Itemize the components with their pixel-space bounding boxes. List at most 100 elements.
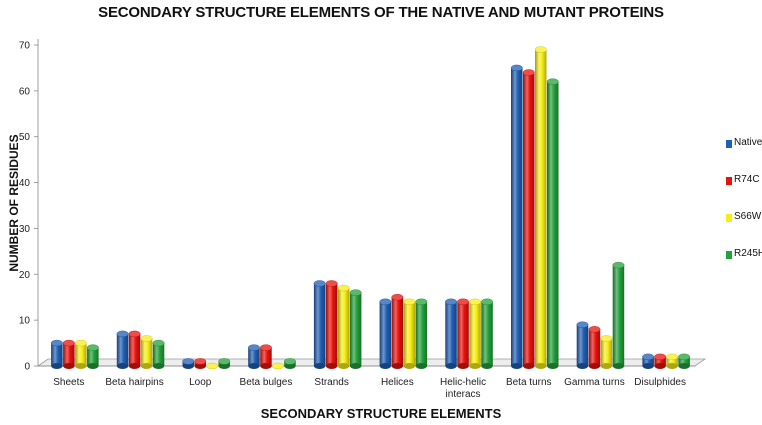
- bar: [534, 46, 547, 369]
- bar-body: [51, 343, 63, 366]
- bar-cap: [457, 298, 469, 305]
- bar-cap: [445, 298, 457, 305]
- bar-body: [612, 265, 625, 366]
- bar-body: [403, 301, 416, 366]
- bar-base: [349, 363, 362, 369]
- x-tick-label: Strands: [314, 377, 348, 388]
- legend-item: R245H: [726, 248, 762, 262]
- bar-base: [469, 363, 481, 369]
- bar-body: [457, 301, 469, 366]
- bar: [678, 353, 691, 369]
- bar-cap: [534, 46, 547, 53]
- bar-base: [666, 363, 678, 369]
- bar-base: [457, 363, 469, 369]
- legend-swatch: [726, 177, 732, 185]
- bar: [218, 358, 231, 369]
- bar-base: [654, 363, 666, 369]
- bar-body: [445, 301, 457, 366]
- bar-cap: [128, 330, 141, 338]
- bar-body: [576, 324, 589, 366]
- bar-body: [152, 343, 165, 366]
- bar-base: [218, 363, 230, 369]
- bar: [391, 294, 404, 369]
- bar-base: [182, 363, 194, 369]
- bar-body: [379, 301, 392, 366]
- bar-cap: [379, 298, 392, 305]
- bar-cap: [272, 362, 284, 370]
- bar-cap: [678, 353, 691, 361]
- bar-cap: [469, 298, 481, 305]
- bar: [469, 298, 481, 369]
- bar-cap: [600, 335, 613, 342]
- x-tick-label: Gamma turns: [564, 377, 625, 388]
- bar-base: [379, 363, 392, 369]
- bar-cap: [654, 353, 667, 361]
- bar-body: [600, 338, 613, 366]
- bar-cap: [182, 358, 195, 365]
- bar-body: [87, 347, 99, 366]
- bar-base: [337, 363, 350, 369]
- bar-base: [588, 363, 601, 369]
- bar-body: [116, 333, 129, 366]
- bar-body: [547, 81, 559, 366]
- bar-cap: [522, 69, 535, 76]
- bar-cap: [415, 298, 428, 305]
- bar-base: [75, 363, 87, 369]
- bar-body: [248, 347, 260, 366]
- bar-base: [511, 363, 523, 369]
- bar: [415, 298, 428, 369]
- bar: [481, 298, 493, 369]
- bar: [522, 69, 535, 369]
- bar-body: [469, 301, 481, 366]
- bar: [576, 321, 589, 369]
- bar: [62, 339, 75, 369]
- bar-body: [349, 292, 362, 366]
- bar: [194, 358, 207, 369]
- legend-swatch: [726, 251, 732, 259]
- bar-cap: [666, 353, 679, 361]
- bar-cap: [284, 358, 296, 365]
- bar-base: [576, 363, 589, 369]
- bar-cap: [576, 321, 589, 328]
- bar-cap: [152, 339, 165, 347]
- bar-cap: [206, 362, 219, 370]
- bar-cap: [218, 358, 231, 365]
- bar: [612, 261, 625, 369]
- y-tick-label: 0: [24, 362, 30, 373]
- bar-body: [654, 356, 666, 366]
- chart-title: SECONDARY STRUCTURE ELEMENTS OF THE NATI…: [98, 4, 664, 21]
- y-tick-label: 10: [19, 316, 31, 327]
- bar-base: [612, 363, 625, 369]
- bar: [86, 344, 99, 369]
- bar: [50, 339, 63, 369]
- x-tick-label: Beta turns: [506, 377, 552, 388]
- bar-base: [403, 363, 416, 369]
- bar-base: [642, 363, 654, 369]
- x-tick-label: Helic-helic interacs: [440, 377, 486, 400]
- bar-base: [260, 363, 272, 369]
- bar: [654, 353, 667, 369]
- bar-cap: [510, 64, 523, 72]
- bar-cap: [612, 261, 625, 269]
- bar: [600, 335, 613, 369]
- bar: [445, 298, 457, 369]
- bar-base: [116, 363, 129, 369]
- bar-body: [337, 288, 350, 366]
- bar-base: [51, 363, 63, 369]
- bar-base: [391, 363, 404, 369]
- bar: [206, 362, 219, 370]
- bar: [379, 298, 392, 369]
- bar-base: [140, 363, 153, 369]
- y-tick-label: 50: [19, 132, 31, 143]
- bar-body: [415, 301, 428, 366]
- legend-swatch: [726, 214, 732, 222]
- bar-body: [313, 283, 326, 366]
- bar: [349, 289, 362, 369]
- bar: [457, 298, 469, 369]
- bar: [313, 280, 326, 369]
- bar-base: [535, 363, 547, 369]
- bar-base: [248, 363, 260, 369]
- legend-item: R74C: [726, 174, 762, 188]
- bar: [247, 344, 260, 369]
